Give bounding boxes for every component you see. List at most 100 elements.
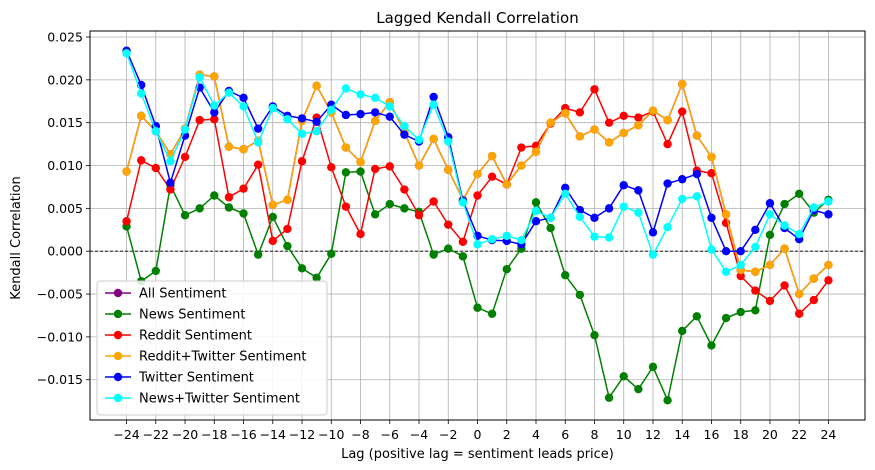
data-point [370,93,380,103]
x-tick-label: −10 [318,427,344,442]
data-point [546,223,555,233]
data-point [327,105,336,115]
data-point [502,264,511,274]
data-point [487,235,497,244]
data-point [356,157,365,167]
data-point [239,184,248,193]
data-point [517,143,526,152]
data-point [721,267,731,276]
data-point [765,260,775,270]
x-tick-label: 18 [733,427,749,442]
data-point [707,341,716,350]
y-tick-label: 0.000 [47,244,83,259]
x-tick-label: 10 [616,427,632,442]
data-point [663,115,672,125]
data-point [458,198,468,207]
data-point [751,306,760,315]
y-tick-label: −0.015 [37,372,83,387]
x-tick-label: 12 [645,427,661,442]
chart-title: Lagged Kendall Correlation [376,9,578,27]
legend-swatch-marker [113,288,123,298]
data-point [692,192,702,201]
legend-label: Reddit+Twitter Sentiment [139,350,306,365]
series-layer [122,46,833,405]
data-point [590,232,599,241]
legend-label: News+Twitter Sentiment [139,392,300,407]
y-axis-title: Kendall Correlation [9,176,24,299]
legend-item: News+Twitter Sentiment [105,392,300,407]
data-point [531,198,541,207]
data-point [195,204,204,213]
x-tick-label: −20 [172,427,198,442]
y-tick-label: −0.010 [37,329,83,344]
x-tick-label: −14 [260,427,286,442]
data-point [283,195,292,204]
data-point [561,109,570,118]
data-point [400,204,409,213]
data-point [268,200,277,210]
data-point [809,295,819,305]
data-point [546,213,555,222]
data-point [824,197,833,206]
x-tick-label: 14 [674,427,690,442]
x-tick-label: −6 [381,427,399,442]
x-tick-label: 8 [591,427,599,442]
data-point [678,175,687,184]
legend-label: All Sentiment [139,287,226,302]
data-point [224,203,234,212]
data-point [736,247,745,256]
data-point [619,202,628,211]
data-point [751,225,760,234]
data-point [780,281,789,290]
data-point [341,202,351,211]
data-point [663,396,672,405]
legend-swatch-marker [113,393,123,403]
data-point [473,169,482,179]
data-point [151,163,161,173]
data-point [590,85,599,94]
data-point [794,189,804,198]
legend: All Sentiment News Sentiment Reddit Sentim… [96,280,328,416]
data-point [370,108,380,117]
data-point [458,252,468,261]
data-point [239,209,248,218]
data-point [634,113,643,122]
data-point [444,165,453,175]
data-point [736,260,745,270]
x-tick-label: −24 [113,427,139,442]
data-point [663,139,672,149]
data-point [268,236,277,246]
data-point [400,121,409,131]
x-tick-label: −8 [351,427,369,442]
data-point [692,131,702,140]
data-point [429,197,438,206]
data-point [341,110,351,120]
data-point [794,289,804,299]
legend-swatch-marker [113,309,123,319]
data-point [444,220,453,229]
data-point [356,167,365,176]
legend-swatch-marker [113,351,123,361]
data-point [634,208,643,217]
data-point [180,211,190,220]
data-point [429,134,438,144]
data-point [575,132,585,141]
data-point [297,129,307,139]
data-point [458,237,468,246]
data-point [210,101,219,110]
data-point [151,127,161,136]
data-point [561,270,570,280]
data-point [531,147,541,157]
data-point [385,102,394,111]
data-point [517,235,526,245]
data-point [721,313,731,323]
data-point [122,49,131,58]
data-point [166,157,175,166]
data-point [268,103,277,113]
data-point [590,125,599,134]
data-point [590,330,599,340]
data-point [297,264,307,273]
x-tick-label: 6 [561,427,569,442]
data-point [809,203,819,212]
